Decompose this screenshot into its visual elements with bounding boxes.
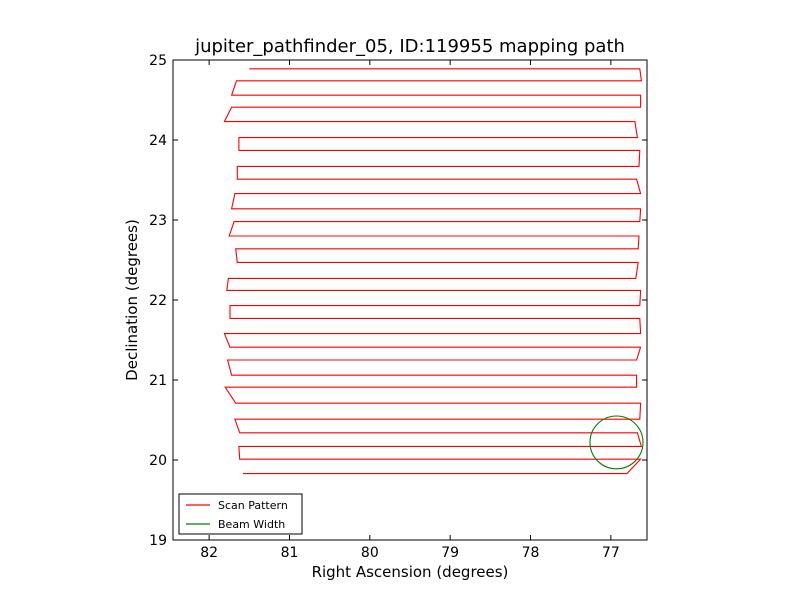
y-tick-label: 21 (149, 373, 167, 389)
y-tick-label: 23 (149, 213, 167, 229)
x-tick-label: 78 (522, 545, 540, 561)
x-tick-label: 81 (281, 545, 299, 561)
legend-box (178, 493, 303, 535)
y-axis-label: Declination (degrees) (123, 219, 141, 381)
legend-beam-width-label: Beam Width (218, 518, 285, 531)
y-tick-label: 22 (149, 293, 167, 309)
x-axis-label: Right Ascension (degrees) (312, 563, 509, 581)
axis-ticks: 82 81 80 79 78 77 19 20 21 22 23 24 25 (149, 53, 647, 561)
axes-frame (172, 59, 648, 541)
y-tick-label: 25 (149, 53, 167, 69)
x-tick-label: 79 (441, 545, 459, 561)
y-tick-label: 20 (149, 453, 167, 469)
x-tick-label: 82 (200, 545, 218, 561)
y-tick-label: 24 (149, 133, 167, 149)
chart-title: jupiter_pathfinder_05, ID:119955 mapping… (194, 36, 625, 57)
plot-area (223, 68, 644, 475)
legend: Scan Pattern Beam Width (178, 493, 303, 535)
legend-scan-pattern-label: Scan Pattern (218, 499, 288, 512)
x-tick-label: 80 (361, 545, 379, 561)
y-tick-label: 19 (149, 533, 167, 549)
scan-pattern-line (223, 68, 643, 475)
x-tick-label: 77 (602, 545, 620, 561)
beam-width-circle (589, 415, 644, 470)
